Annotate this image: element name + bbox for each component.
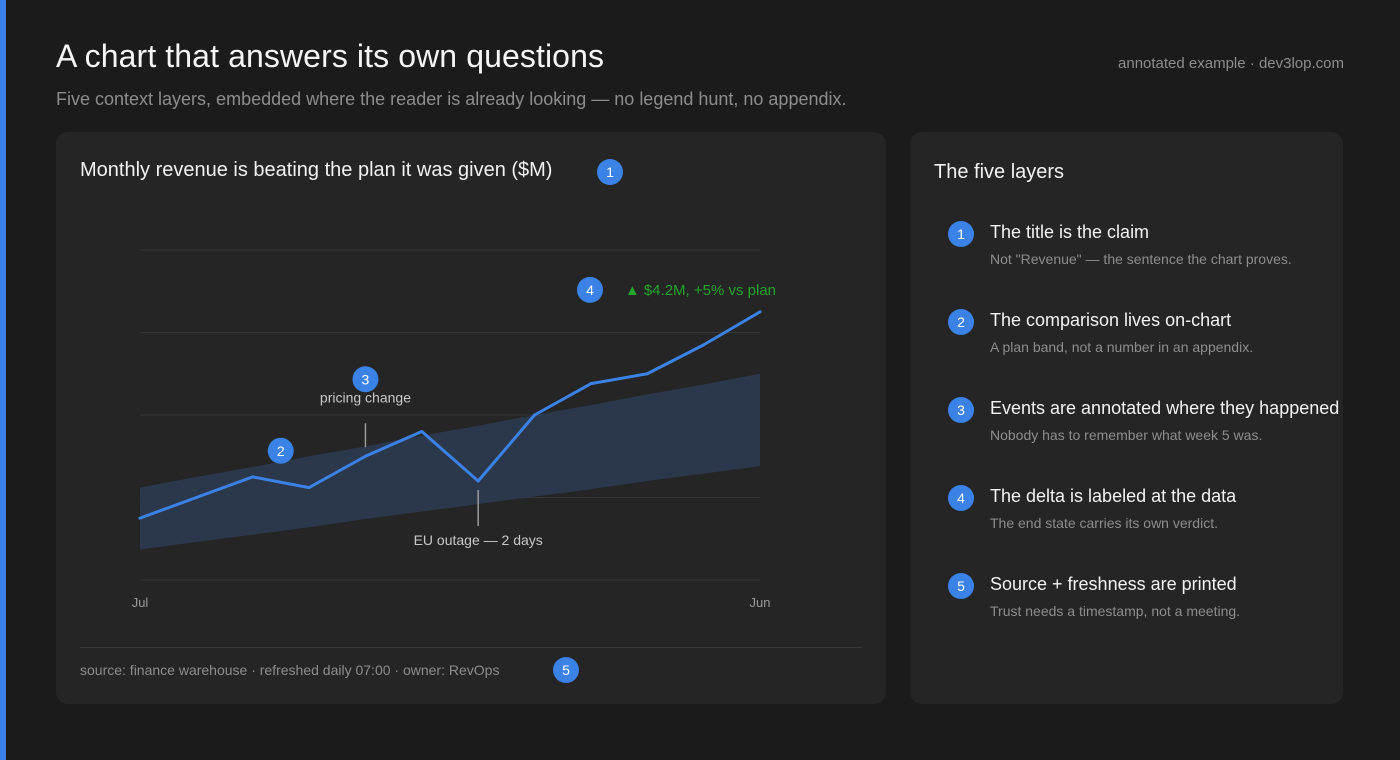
layer-badge: 1 <box>948 221 974 247</box>
layers-card <box>910 132 1343 704</box>
delta-badge-label: 4 <box>586 282 594 298</box>
x-tick-label: Jul <box>132 595 149 610</box>
data-point <box>363 454 367 458</box>
plan-band <box>140 373 760 550</box>
layer-heading: The comparison lives on-chart <box>990 310 1232 330</box>
footer-divider <box>80 647 862 648</box>
layer-item: 5 Source + freshness are printed Trust n… <box>948 573 1358 633</box>
data-point <box>307 486 311 490</box>
data-point <box>589 382 593 386</box>
delta-label: ▲ $4.2M, +5% vs plan <box>625 282 776 299</box>
data-point <box>420 430 424 433</box>
x-tick-label: Jun <box>750 595 771 610</box>
layer-item: 4 The delta is labeled at the data The e… <box>948 485 1358 545</box>
source-footer: source: finance warehouse · refreshed da… <box>80 662 500 678</box>
outage-label: EU outage — 2 days <box>414 532 543 548</box>
data-point <box>645 372 649 376</box>
data-point <box>758 310 762 314</box>
data-point <box>533 413 537 417</box>
accent-bar <box>0 0 6 760</box>
data-point <box>702 343 706 347</box>
footer-badge: 5 <box>553 657 579 683</box>
layer-badge: 5 <box>948 573 974 599</box>
chart-title-badge: 1 <box>597 159 623 185</box>
layers-title: The five layers <box>934 161 1065 183</box>
revenue-line <box>138 310 762 520</box>
attribution: annotated example · dev3lop.com <box>1118 55 1344 72</box>
data-point <box>194 496 198 499</box>
layer-description: A plan band, not a number in an appendix… <box>990 339 1254 355</box>
plan-band-badge <box>267 437 294 464</box>
layer-description: Not "Revenue" — the sentence the chart p… <box>990 251 1292 267</box>
layer-heading: The delta is labeled at the data <box>990 486 1237 506</box>
data-point <box>138 516 142 520</box>
layer-badge: 3 <box>948 397 974 423</box>
layer-heading: The title is the claim <box>990 222 1150 242</box>
pricing-change-badge-label: 3 <box>362 371 370 387</box>
layer-item: 1 The title is the claim Not "Revenue" —… <box>948 221 1358 281</box>
page-title: A chart that answers its own questions <box>56 38 605 74</box>
layer-badge: 2 <box>948 309 974 335</box>
chart-title: Monthly revenue is beating the plan it w… <box>80 159 553 181</box>
plan-band-badge-label: 2 <box>277 443 285 459</box>
pricing-change-label: pricing change <box>320 389 411 405</box>
layer-heading: Events are annotated where they happened <box>990 398 1340 418</box>
layer-item: 2 The comparison lives on-chart A plan b… <box>948 309 1358 369</box>
layer-item: 3 Events are annotated where they happen… <box>948 397 1358 457</box>
layer-description: Nobody has to remember what week 5 was. <box>990 427 1263 443</box>
delta-badge <box>577 276 603 303</box>
layer-heading: Source + freshness are printed <box>990 574 1237 594</box>
pricing-change-badge <box>352 366 379 393</box>
layer-badge: 4 <box>948 485 974 511</box>
page-subtitle: Five context layers, embedded where the … <box>56 89 847 109</box>
data-point <box>476 479 480 483</box>
data-point <box>251 475 255 479</box>
layer-description: Trust needs a timestamp, not a meeting. <box>990 603 1241 619</box>
layer-description: The end state carries its own verdict. <box>990 515 1218 531</box>
